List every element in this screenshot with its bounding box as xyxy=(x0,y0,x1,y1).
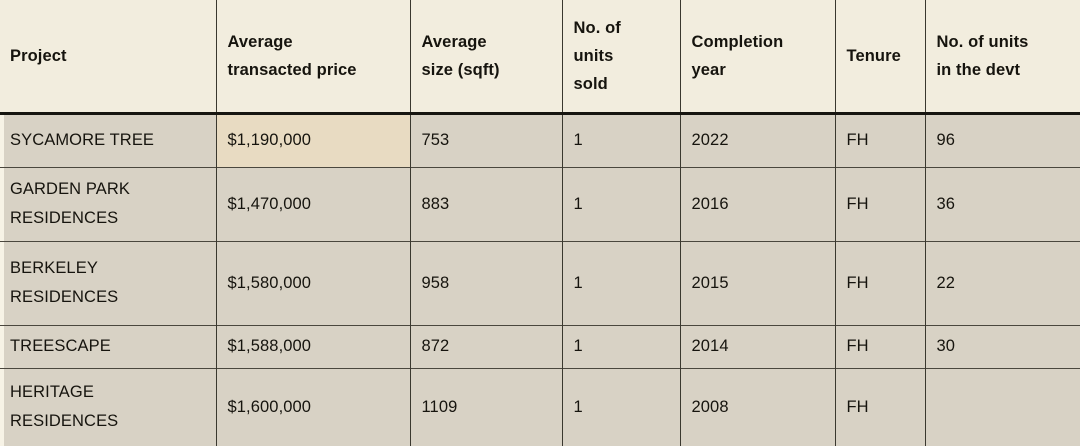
cell-units-sold: 1 xyxy=(561,367,680,446)
cell-units-in-devt: 22 xyxy=(924,240,1080,325)
column-header-avg-size: Average size (sqft) xyxy=(409,0,562,115)
cell-units-in-devt: 36 xyxy=(924,166,1080,241)
cell-tenure: FH xyxy=(834,113,925,167)
cell-tenure: FH xyxy=(834,240,925,325)
cell-completion-year: 2014 xyxy=(679,324,835,368)
table-row-treescape: TREESCAPE $1,588,000 872 1 2014 FH 30 xyxy=(0,324,1080,368)
cell-avg-price-highlighted: $1,190,000 xyxy=(215,113,410,167)
table-row-heritage-residences: HERITAGE RESIDENCES $1,600,000 1109 1 20… xyxy=(0,367,1080,446)
cell-avg-price: $1,580,000 xyxy=(215,240,410,325)
cell-avg-price: $1,588,000 xyxy=(215,324,410,368)
cell-units-sold: 1 xyxy=(561,113,680,167)
cell-completion-year: 2016 xyxy=(679,166,835,241)
cell-project: SYCAMORE TREE xyxy=(0,113,216,167)
cell-completion-year: 2022 xyxy=(679,113,835,167)
header-row: Project Average transacted price Average… xyxy=(0,0,1080,115)
column-header-avg-transacted-price: Average transacted price xyxy=(215,0,410,115)
cell-units-in-devt: 96 xyxy=(924,113,1080,167)
cell-avg-size: 1109 xyxy=(409,367,562,446)
cell-avg-size: 872 xyxy=(409,324,562,368)
cell-completion-year: 2015 xyxy=(679,240,835,325)
cell-avg-price: $1,470,000 xyxy=(215,166,410,241)
cell-units-sold: 1 xyxy=(561,166,680,241)
cell-units-sold: 1 xyxy=(561,324,680,368)
cell-tenure: FH xyxy=(834,166,925,241)
cell-tenure: FH xyxy=(834,324,925,368)
table-row-sycamore-tree: SYCAMORE TREE $1,190,000 753 1 2022 FH 9… xyxy=(0,113,1080,167)
table-header: Project Average transacted price Average… xyxy=(0,0,1080,115)
cell-avg-size: 753 xyxy=(409,113,562,167)
cell-avg-price: $1,600,000 xyxy=(215,367,410,446)
cell-avg-size: 883 xyxy=(409,166,562,241)
cell-project: HERITAGE RESIDENCES xyxy=(0,367,216,446)
cell-units-in-devt: 30 xyxy=(924,324,1080,368)
cell-avg-size: 958 xyxy=(409,240,562,325)
column-header-units-sold: No. of units sold xyxy=(561,0,680,115)
cell-project: TREESCAPE xyxy=(0,324,216,368)
cell-tenure: FH xyxy=(834,367,925,446)
column-header-units-in-devt: No. of units in the devt xyxy=(924,0,1080,115)
table-row-berkeley-residences: BERKELEY RESIDENCES $1,580,000 958 1 201… xyxy=(0,240,1080,325)
cell-completion-year: 2008 xyxy=(679,367,835,446)
cell-units-sold: 1 xyxy=(561,240,680,325)
column-header-project: Project xyxy=(0,0,216,115)
column-header-completion-year: Completion year xyxy=(679,0,835,115)
column-header-tenure: Tenure xyxy=(834,0,925,115)
cell-project: BERKELEY RESIDENCES xyxy=(0,240,216,325)
table-body: SYCAMORE TREE $1,190,000 753 1 2022 FH 9… xyxy=(0,113,1080,446)
table-row-garden-park-residences: GARDEN PARK RESIDENCES $1,470,000 883 1 … xyxy=(0,166,1080,241)
cell-units-in-devt xyxy=(924,367,1080,446)
cell-project: GARDEN PARK RESIDENCES xyxy=(0,166,216,241)
